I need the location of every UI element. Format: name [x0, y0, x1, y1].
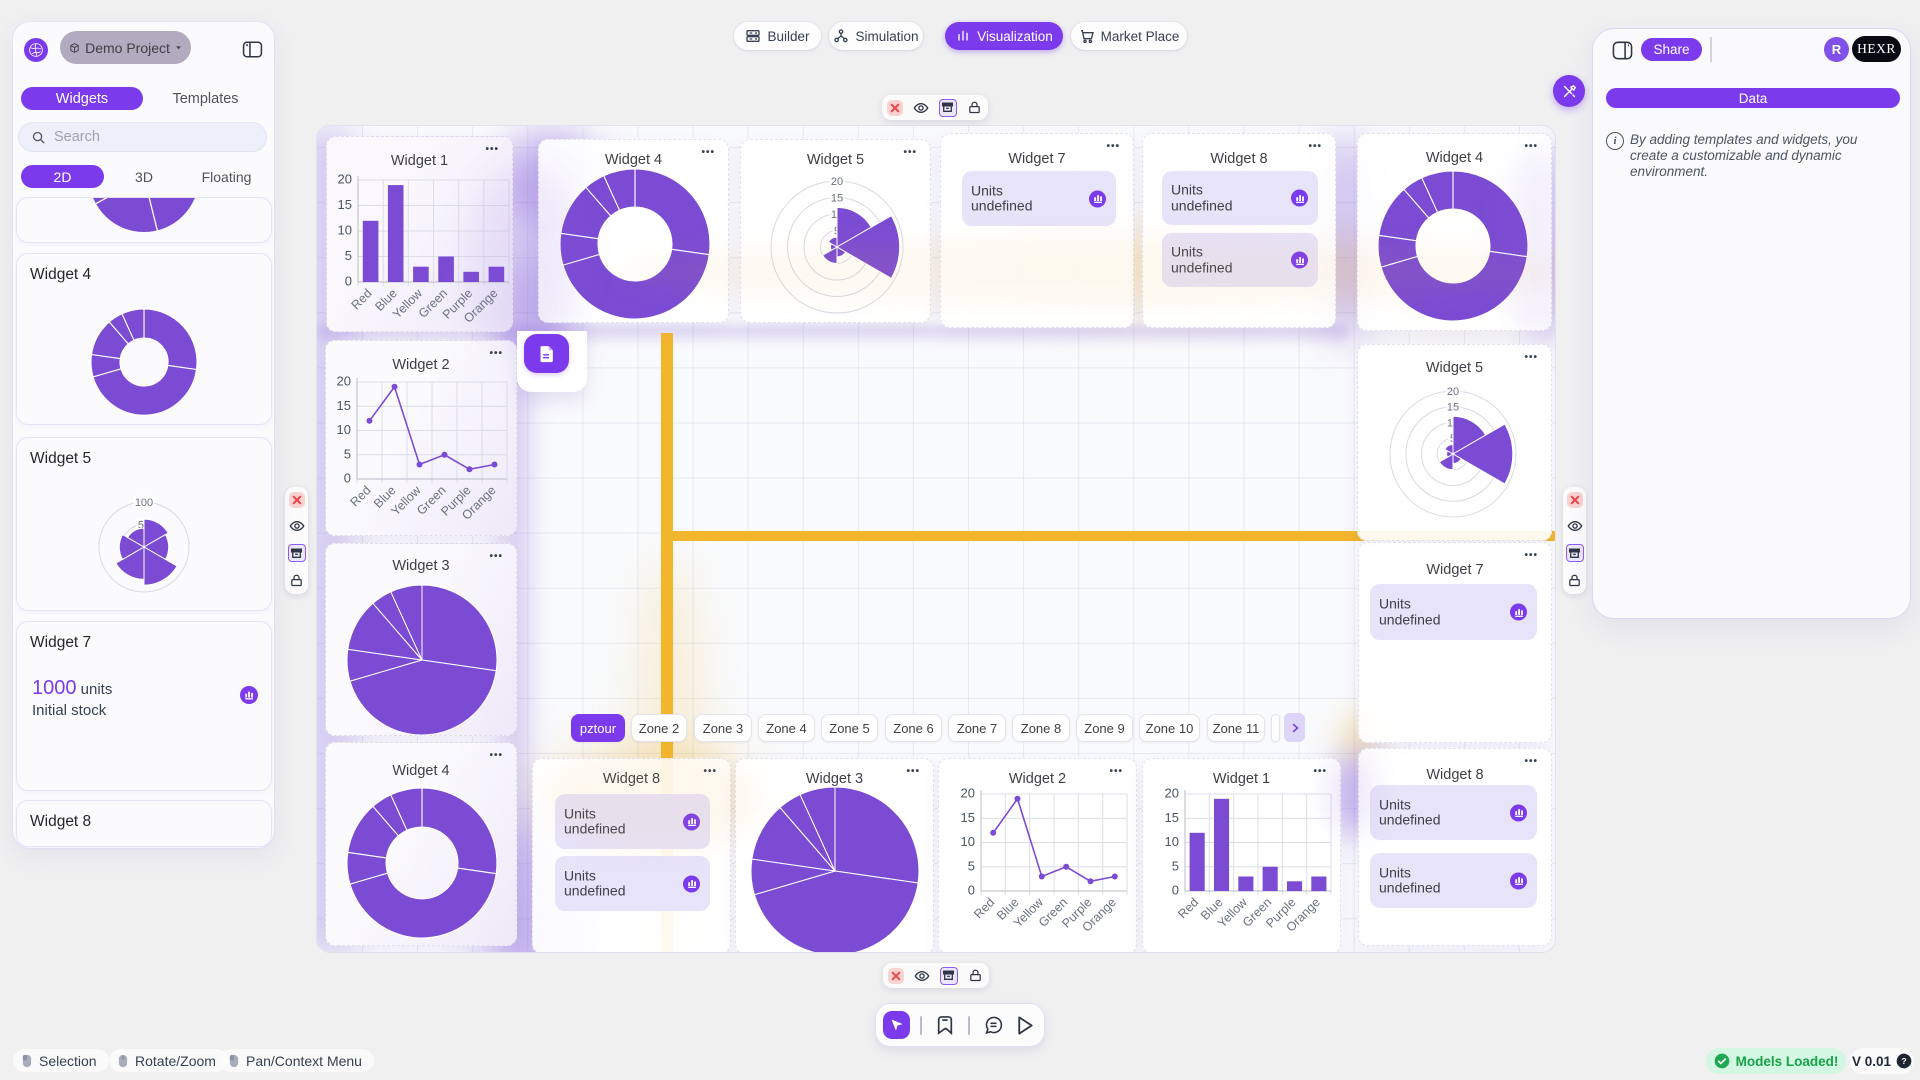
svg-text:15: 15 [338, 197, 352, 212]
svg-text:20: 20 [337, 374, 351, 389]
svg-text:0: 0 [345, 274, 352, 289]
svg-text:Red: Red [349, 286, 375, 312]
svg-text:5: 5 [345, 248, 352, 263]
svg-text:100: 100 [135, 497, 153, 509]
svg-text:20: 20 [338, 172, 352, 187]
svg-text:5: 5 [344, 446, 351, 461]
svg-text:20: 20 [1447, 386, 1459, 398]
svg-text:0: 0 [1172, 883, 1179, 898]
svg-text:Red: Red [1175, 895, 1201, 921]
svg-text:15: 15 [337, 398, 351, 413]
svg-text:0: 0 [344, 471, 351, 486]
svg-text:10: 10 [961, 834, 975, 849]
svg-text:15: 15 [961, 810, 975, 825]
svg-text:Red: Red [971, 895, 997, 921]
svg-text:0: 0 [968, 883, 975, 898]
svg-text:15: 15 [1165, 810, 1179, 825]
svg-text:15: 15 [831, 192, 843, 204]
svg-text:?: ? [1901, 1056, 1906, 1066]
svg-text:10: 10 [337, 422, 351, 437]
svg-text:20: 20 [831, 176, 843, 188]
svg-text:20: 20 [1165, 786, 1179, 801]
svg-text:5: 5 [1172, 858, 1179, 873]
svg-text:10: 10 [338, 223, 352, 238]
svg-text:10: 10 [1165, 834, 1179, 849]
svg-text:15: 15 [1447, 402, 1459, 414]
svg-text:20: 20 [961, 786, 975, 801]
svg-text:Red: Red [348, 483, 374, 509]
svg-text:5: 5 [968, 858, 975, 873]
